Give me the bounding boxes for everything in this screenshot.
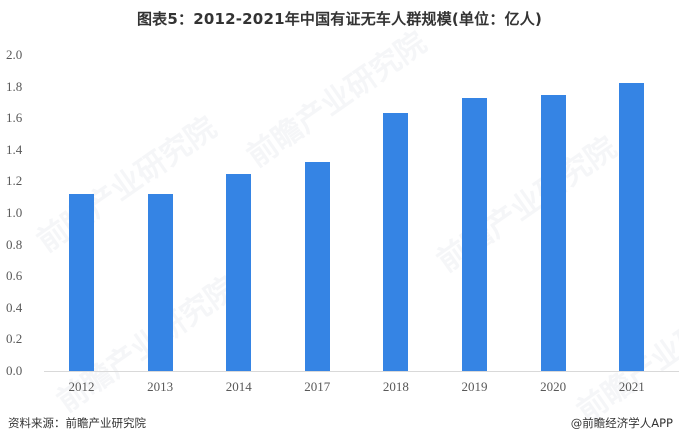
bar-2017 bbox=[304, 162, 330, 371]
y-tick-label: 0.8 bbox=[6, 236, 23, 252]
bar-2014 bbox=[226, 173, 252, 371]
y-tick-label: 1.4 bbox=[6, 141, 23, 157]
y-tick-label: 2.0 bbox=[6, 47, 23, 62]
bar-2021 bbox=[619, 83, 645, 371]
y-tick-label: 0.4 bbox=[6, 299, 23, 315]
source-note: 资料来源：前瞻产业研究院 bbox=[8, 416, 146, 430]
x-tick-label: 2012 bbox=[68, 379, 95, 394]
x-tick-label: 2019 bbox=[461, 379, 488, 394]
x-tick-label: 2014 bbox=[225, 379, 252, 394]
x-tick-label: 2017 bbox=[304, 379, 331, 394]
watermark: 前瞻产业研究院 bbox=[430, 130, 624, 280]
chart-title: 图表5：2012-2021年中国有证无车人群规模(单位：亿人) bbox=[136, 10, 543, 28]
x-tick-label: 2021 bbox=[618, 379, 645, 394]
bar-2013 bbox=[147, 194, 173, 371]
x-axis-line bbox=[44, 371, 679, 372]
watermark: 前瞻产业研究院 bbox=[30, 110, 224, 260]
y-tick-label: 1.6 bbox=[6, 110, 23, 126]
y-tick-label: 0.6 bbox=[6, 268, 23, 284]
bar-2018 bbox=[383, 113, 409, 371]
bar-2012 bbox=[69, 194, 94, 371]
y-tick-label: 0.0 bbox=[6, 363, 23, 378]
y-tick-label: 1.8 bbox=[6, 78, 23, 94]
x-tick-label: 2013 bbox=[147, 379, 174, 394]
y-tick-label: 0.2 bbox=[6, 331, 23, 347]
y-tick-label: 1.2 bbox=[6, 173, 23, 189]
x-tick-label: 2018 bbox=[382, 379, 409, 394]
bar-2019 bbox=[462, 97, 487, 371]
y-tick-label: 1.0 bbox=[6, 205, 23, 220]
x-tick-label: 2020 bbox=[540, 379, 567, 394]
bar-2020 bbox=[540, 94, 566, 371]
credit-note: @前瞻经济学人APP bbox=[570, 416, 673, 430]
